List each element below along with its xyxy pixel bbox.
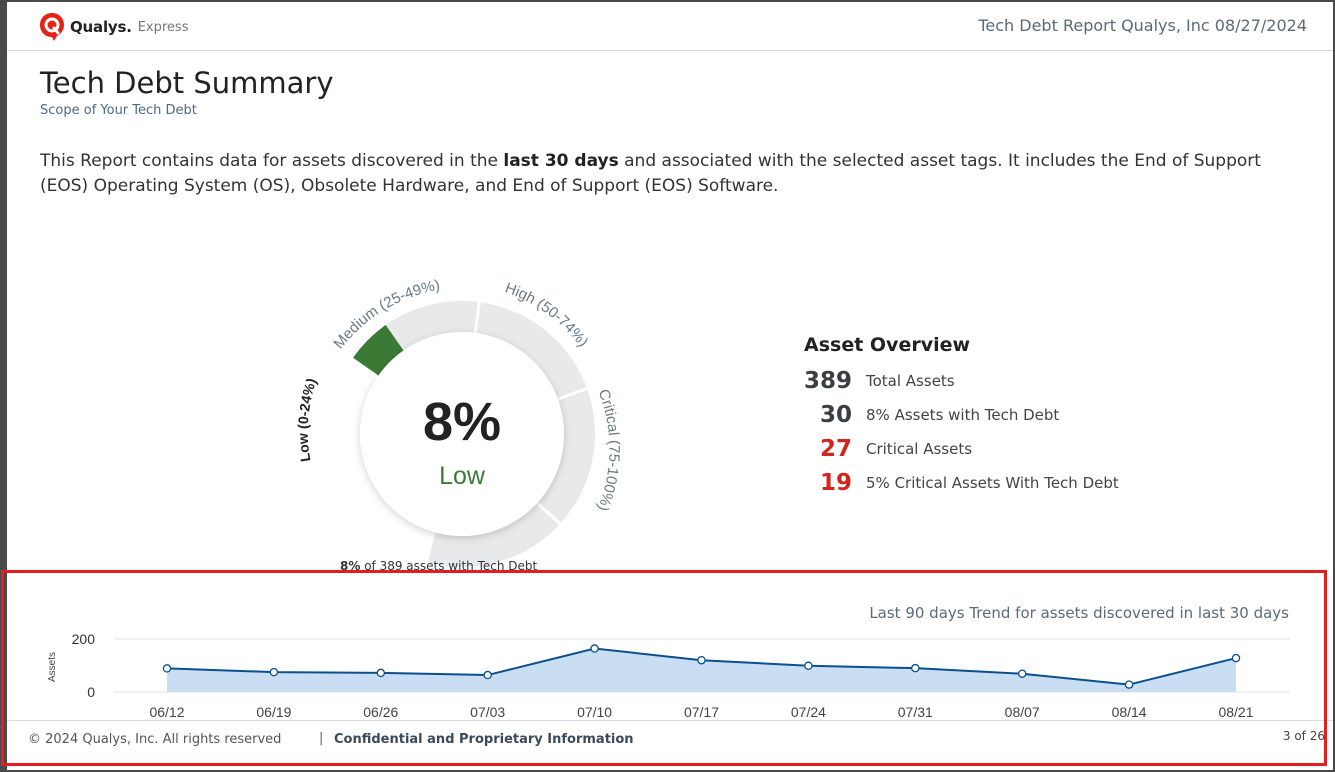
report-page: Qualys. Express Tech Debt Report Qualys,… [7, 2, 1333, 770]
data-point [269, 667, 279, 677]
intro-text-end: and associated with the selected asset t… [40, 151, 1261, 196]
overview-row-critical: 27 Critical Assets [804, 432, 1119, 466]
report-title: Tech Debt Report Qualys, Inc 08/27/2024 [978, 16, 1307, 35]
overview-row-total: 389 Total Assets [804, 364, 1119, 398]
gauge-caption-rest: of 389 assets with Tech Debt [360, 559, 538, 573]
data-point [1231, 653, 1241, 663]
overview-label: 5% Critical Assets With Tech Debt [866, 474, 1119, 492]
data-point [376, 668, 386, 678]
trend-area [167, 648, 1236, 692]
gauge-segment-divider [473, 299, 482, 336]
x-tick-label: 08/14 [1112, 704, 1147, 720]
footer-confidential: Confidential and Proprietary Information [334, 732, 634, 747]
overview-value: 389 [804, 368, 853, 394]
gauge-segment-divider [555, 386, 590, 402]
data-point [162, 664, 172, 673]
brand: Qualys. Express [39, 12, 188, 42]
gauge-segment-divider [534, 500, 563, 527]
gauge-caption-bold: 8% [340, 559, 361, 573]
asset-overview-title: Asset Overview [804, 334, 971, 356]
x-tick-label: 06/26 [363, 704, 398, 720]
data-point [697, 655, 706, 665]
y-axis-label: Assets [47, 652, 58, 682]
x-tick-label: 07/10 [577, 704, 612, 720]
intro-paragraph: This Report contains data for assets dis… [40, 149, 1290, 199]
gauge-level: Low [439, 462, 486, 490]
report-header: Qualys. Express Tech Debt Report Qualys,… [7, 2, 1333, 51]
x-tick-label: 06/19 [256, 704, 291, 720]
overview-row-critical-tech-debt: 19 5% Critical Assets With Tech Debt [804, 466, 1119, 500]
brand-name: Qualys. [70, 18, 132, 36]
overview-label: 8% Assets with Tech Debt [866, 406, 1060, 424]
data-point [590, 644, 599, 653]
data-point [1124, 680, 1134, 689]
intro-text-start: This Report contains data for assets dis… [40, 151, 504, 171]
x-tick-label: 07/24 [791, 704, 826, 720]
qualys-logo-icon [40, 13, 64, 41]
page-subtitle: Scope of Your Tech Debt [40, 103, 197, 118]
x-tick-label: 07/17 [684, 704, 719, 720]
overview-value: 27 [819, 436, 852, 462]
footer-separator: | [319, 731, 324, 746]
data-point [911, 663, 920, 673]
footer-page-number: 3 of 26 [1282, 729, 1325, 743]
footer-copyright: © 2024 Qualys, Inc. All rights reserved [28, 732, 282, 747]
trend-chart: 0 200 Assets 06/12 06/19 06/26 07/03 07/10 07/17… [47, 631, 1290, 720]
overview-value: 19 [819, 470, 852, 496]
x-tick-label: 08/21 [1218, 704, 1253, 720]
brand-sub: Express [137, 19, 189, 35]
gauge-value: 8% [423, 392, 501, 452]
x-tick-label: 08/07 [1005, 704, 1040, 720]
report-footer: © 2024 Qualys, Inc. All rights reserved … [7, 720, 1333, 757]
asset-overview: Asset Overview 389 Total Assets 30 8% As… [804, 334, 1119, 500]
data-point [1017, 669, 1027, 678]
x-tick-label: 07/03 [470, 704, 505, 720]
overview-row-tech-debt: 30 8% Assets with Tech Debt [804, 398, 1119, 432]
x-tick-label: 06/12 [149, 704, 184, 720]
overview-label: Total Assets [866, 372, 955, 390]
tech-debt-gauge: 8% Low Low (0-24%) Medium (25-49%) High … [295, 277, 623, 568]
data-point [804, 661, 813, 671]
gauge-dividers [473, 299, 590, 527]
data-point [483, 670, 492, 680]
gauge-center-disc [360, 332, 564, 536]
gauge-caption: 8% of 389 assets with Tech Debt [340, 559, 537, 573]
x-tick-label: 07/31 [898, 704, 933, 720]
overview-label: Critical Assets [866, 440, 973, 458]
intro-text-bold: last 30 days [503, 151, 619, 171]
page-title: Tech Debt Summary [40, 66, 334, 100]
trend-title: Last 90 days Trend for assets discovered… [869, 604, 1289, 622]
overview-value: 30 [819, 402, 852, 428]
y-tick-label: 0 [87, 684, 95, 700]
y-tick-label: 200 [72, 631, 96, 647]
gauge-fill-arc [353, 325, 404, 376]
